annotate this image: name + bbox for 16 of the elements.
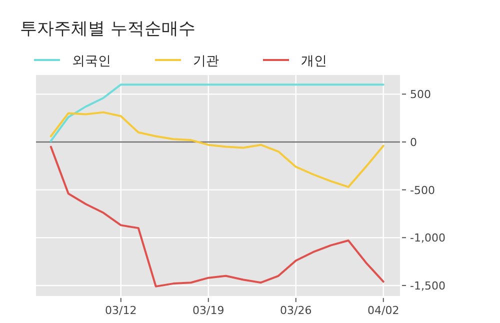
y-tick-label: -1,500 xyxy=(410,279,446,292)
x-tick-label: 03/19 xyxy=(192,304,224,317)
legend-label: 개인 xyxy=(301,54,327,69)
line-series xyxy=(50,84,384,142)
x-tick-label: 03/12 xyxy=(105,304,137,317)
y-tick-label: 500 xyxy=(410,88,431,102)
y-tick-label: 0 xyxy=(410,136,417,149)
x-tick-label: 03/26 xyxy=(280,304,312,317)
legend-label: 기관 xyxy=(193,54,219,69)
chart-title: 투자주체별 누적순매수 xyxy=(20,19,196,39)
y-tick-label: -500 xyxy=(410,184,435,197)
x-tick-label: 04/02 xyxy=(368,304,400,317)
y-tick-label: -1,000 xyxy=(410,232,446,245)
line-series xyxy=(50,146,384,288)
line-series xyxy=(50,111,384,188)
legend-label: 외국인 xyxy=(72,54,111,69)
